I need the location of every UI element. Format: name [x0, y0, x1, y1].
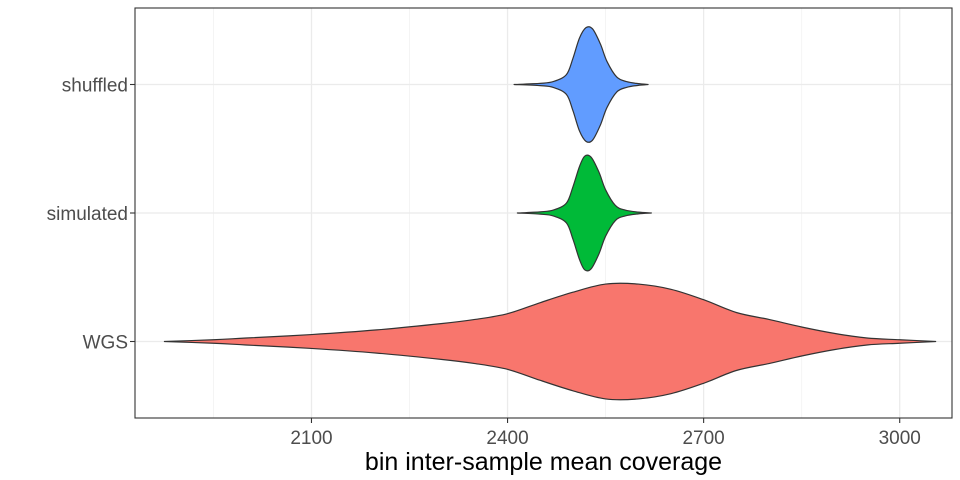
x-tick-label: 2100: [290, 428, 332, 449]
x-tick-label: 3000: [879, 428, 921, 449]
axes: 2100 2400 2700 3000 WGS simulated shuffled: [47, 76, 921, 450]
x-tick-label: 2400: [486, 428, 528, 449]
violin-wgs: [163, 282, 937, 401]
violins: [163, 26, 937, 401]
x-axis-title: bin inter-sample mean coverage: [365, 448, 722, 476]
violin-simulated: [516, 154, 652, 272]
y-tick-label: shuffled: [62, 76, 128, 97]
y-tick-label: WGS: [83, 333, 128, 354]
y-tick-label: simulated: [47, 204, 128, 225]
violin-shuffled: [513, 26, 649, 143]
x-tick-label: 2700: [682, 428, 724, 449]
